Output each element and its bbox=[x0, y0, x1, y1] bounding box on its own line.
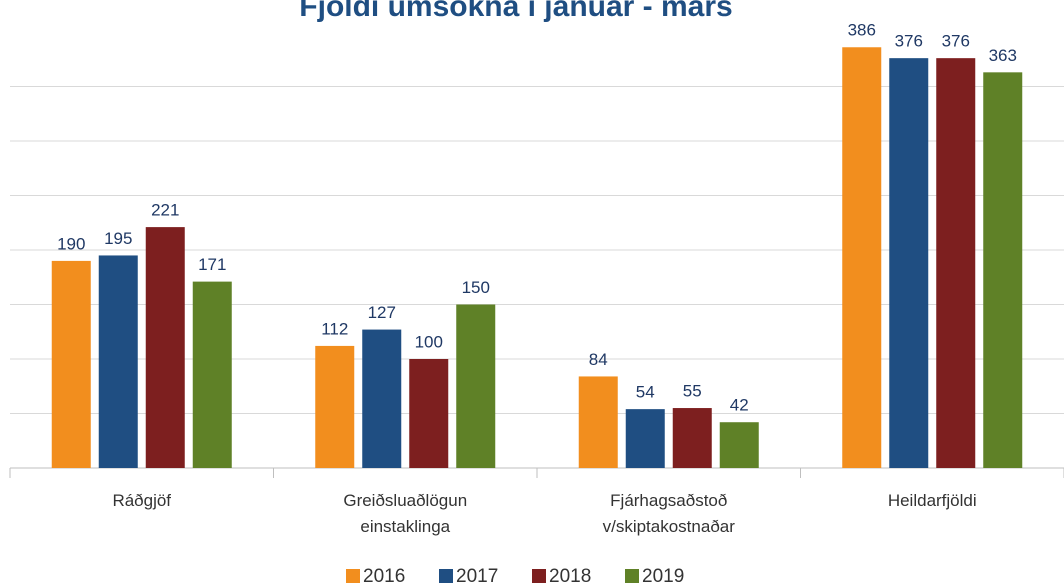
bar bbox=[983, 72, 1023, 468]
bar bbox=[719, 422, 759, 468]
bar bbox=[51, 260, 91, 468]
data-label: 42 bbox=[730, 396, 749, 415]
x-tick-label: Ráðgjöf bbox=[112, 491, 172, 510]
chart-title: Fjöldi umsókna í janúar - mars bbox=[299, 0, 732, 23]
legend-label: 2019 bbox=[642, 566, 684, 587]
data-label: 100 bbox=[415, 332, 443, 351]
bar bbox=[625, 409, 665, 468]
bar bbox=[889, 58, 929, 468]
bar bbox=[98, 255, 138, 468]
data-label: 150 bbox=[462, 278, 490, 297]
data-label: 221 bbox=[151, 201, 179, 220]
legend-swatch bbox=[439, 569, 453, 583]
data-label: 386 bbox=[848, 21, 876, 40]
legend-label: 2016 bbox=[363, 566, 405, 587]
legend-swatch bbox=[346, 569, 360, 583]
legend-label: 2017 bbox=[456, 566, 498, 587]
data-label: 55 bbox=[683, 382, 702, 401]
bar bbox=[362, 329, 402, 468]
x-tick-label: Fjárhagsaðstoð v/skiptakostnaðar bbox=[602, 491, 735, 536]
data-label: 171 bbox=[198, 255, 226, 274]
bar bbox=[578, 376, 618, 468]
bar bbox=[672, 408, 712, 468]
bar bbox=[192, 281, 232, 468]
bar bbox=[936, 58, 976, 468]
data-label: 190 bbox=[57, 234, 85, 253]
legend-swatch bbox=[532, 569, 546, 583]
bar bbox=[145, 227, 185, 468]
data-label: 84 bbox=[589, 350, 608, 369]
legend-swatch bbox=[625, 569, 639, 583]
data-label: 195 bbox=[104, 229, 132, 248]
data-label: 54 bbox=[636, 383, 655, 402]
data-label: 376 bbox=[895, 32, 923, 51]
data-label: 127 bbox=[368, 303, 396, 322]
data-label: 363 bbox=[989, 46, 1017, 65]
data-label: 112 bbox=[321, 319, 348, 338]
data-label: 376 bbox=[942, 32, 970, 51]
x-tick-label: Heildarfjöldi bbox=[887, 491, 977, 510]
legend-label: 2018 bbox=[549, 566, 591, 587]
bar bbox=[409, 359, 449, 468]
bar bbox=[842, 47, 882, 468]
x-tick-label: Greiðsluaðlögun einstaklinga bbox=[343, 491, 468, 536]
bar bbox=[315, 345, 355, 468]
bar bbox=[456, 304, 496, 468]
